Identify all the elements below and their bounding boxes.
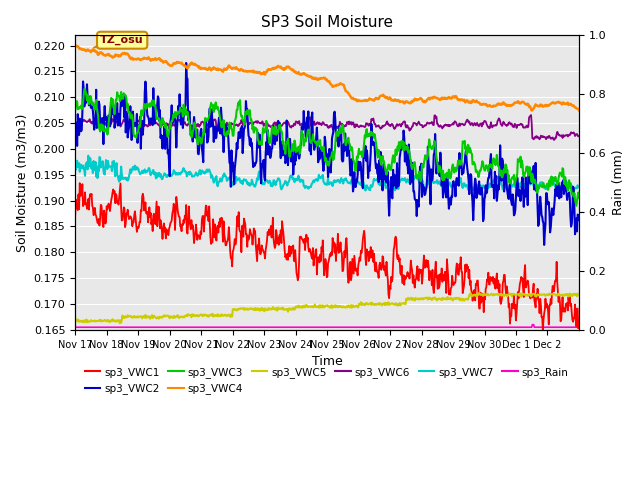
sp3_VWC5 [380,301,387,307]
sp3_VWC5 [476,290,483,296]
sp3_VWC6 [527,112,535,118]
sp3_VWC3 [268,129,275,135]
sp3_VWC2 [268,146,275,152]
sp3_VWC2 [408,179,415,184]
sp3_VWC7 [505,190,513,195]
Y-axis label: Soil Moisture (m3/m3): Soil Moisture (m3/m3) [15,113,28,252]
sp3_VWC5 [408,295,415,301]
sp3_VWC3 [131,134,139,140]
sp3_VWC7 [249,179,257,185]
Y-axis label: Rain (mm): Rain (mm) [612,150,625,216]
Line: sp3_VWC6: sp3_VWC6 [75,115,579,140]
sp3_VWC4 [379,93,387,98]
sp3_VWC1 [131,208,139,214]
Line: sp3_VWC3: sp3_VWC3 [75,89,579,206]
sp3_VWC6 [550,137,558,143]
sp3_VWC3 [573,203,580,209]
sp3_VWC7 [575,184,583,190]
Line: sp3_VWC7: sp3_VWC7 [75,156,579,192]
sp3_VWC3 [71,108,79,114]
sp3_VWC1 [408,264,415,270]
Line: sp3_VWC2: sp3_VWC2 [75,63,579,245]
sp3_VWC2 [540,242,548,248]
sp3_VWC6 [248,121,256,127]
sp3_VWC5 [131,314,139,320]
sp3_VWC3 [224,128,232,134]
sp3_Rain [71,324,79,330]
sp3_VWC7 [71,158,79,164]
Line: sp3_VWC5: sp3_VWC5 [75,293,579,323]
sp3_VWC6 [223,120,231,125]
sp3_VWC3 [575,195,583,201]
sp3_VWC2 [182,60,190,66]
sp3_VWC3 [81,86,88,92]
Line: sp3_Rain: sp3_Rain [75,324,579,327]
sp3_VWC4 [407,100,415,106]
sp3_VWC2 [249,154,257,159]
sp3_VWC6 [407,126,415,132]
sp3_VWC6 [267,124,275,130]
sp3_VWC5 [575,292,583,298]
sp3_VWC5 [268,307,275,312]
sp3_VWC2 [131,123,138,129]
sp3_VWC7 [84,153,92,158]
sp3_VWC3 [380,157,387,163]
sp3_VWC1 [249,242,257,248]
sp3_VWC2 [224,126,232,132]
sp3_VWC7 [268,181,275,187]
sp3_VWC7 [224,177,232,183]
sp3_VWC5 [249,306,257,312]
sp3_VWC1 [71,213,79,219]
sp3_VWC1 [380,255,387,261]
sp3_VWC6 [71,120,79,126]
sp3_Rain [529,322,536,327]
sp3_VWC3 [249,126,257,132]
sp3_VWC1 [539,327,547,333]
sp3_VWC5 [71,318,79,324]
Legend: sp3_VWC1, sp3_VWC2, sp3_VWC3, sp3_VWC4, sp3_VWC5, sp3_VWC6, sp3_VWC7, sp3_Rain: sp3_VWC1, sp3_VWC2, sp3_VWC3, sp3_VWC4, … [81,363,573,398]
sp3_VWC4 [223,66,231,72]
sp3_VWC1 [224,238,232,244]
sp3_VWC7 [408,176,415,182]
sp3_VWC4 [528,108,536,113]
sp3_VWC6 [575,133,583,139]
sp3_VWC4 [71,43,79,48]
sp3_VWC4 [267,67,275,72]
sp3_VWC4 [575,108,583,113]
sp3_Rain [131,324,138,330]
sp3_VWC5 [116,320,124,326]
sp3_VWC3 [408,163,415,168]
sp3_VWC2 [575,217,583,223]
sp3_VWC1 [268,235,275,240]
sp3_VWC2 [71,120,79,125]
sp3_VWC6 [131,121,138,127]
sp3_VWC4 [248,69,256,74]
sp3_VWC2 [380,171,387,177]
Title: SP3 Soil Moisture: SP3 Soil Moisture [261,15,393,30]
sp3_VWC7 [380,182,387,188]
Line: sp3_VWC1: sp3_VWC1 [75,183,579,330]
sp3_VWC5 [224,312,232,318]
sp3_VWC1 [575,317,583,323]
sp3_Rain [379,324,387,330]
sp3_Rain [223,324,231,330]
sp3_Rain [248,324,256,330]
sp3_VWC4 [131,56,138,62]
sp3_VWC1 [76,180,84,186]
Text: TZ_osu: TZ_osu [94,35,144,48]
X-axis label: Time: Time [312,355,342,368]
sp3_VWC7 [131,163,139,168]
Line: sp3_VWC4: sp3_VWC4 [75,46,579,110]
sp3_Rain [267,324,275,330]
sp3_Rain [407,324,415,330]
sp3_VWC6 [379,123,387,129]
sp3_Rain [575,324,583,330]
